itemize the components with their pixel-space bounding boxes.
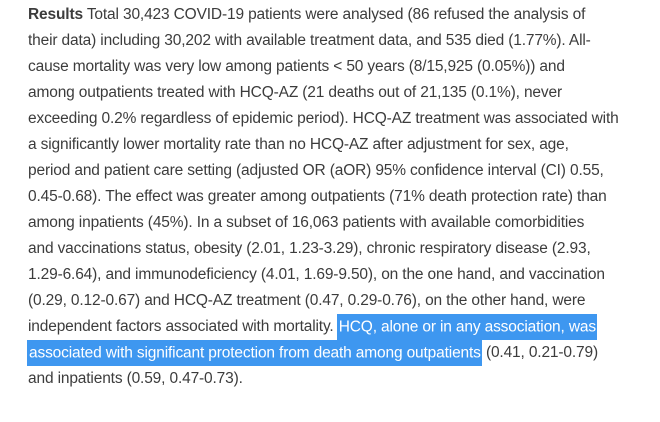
text-segment: period and patient care setting (adjuste… (28, 162, 604, 179)
text-line: 1.29-6.64), and immunodeficiency (4.01, … (28, 262, 656, 288)
text-segment: cause mortality was very low among patie… (28, 58, 565, 75)
text-segment: Total 30,423 COVID-19 patients were anal… (82, 6, 586, 23)
text-segment: and vaccinations status, obesity (2.01, … (28, 240, 591, 257)
text-line: associated with significant protection f… (27, 339, 656, 366)
text-segment: and inpatients (0.59, 0.47-0.73). (28, 370, 243, 387)
text-segment: (0.29, 0.12-0.67) and HCQ-AZ treatment (… (28, 292, 586, 309)
text-segment: (0.41, 0.21-0.79) (481, 344, 598, 361)
text-line: exceeding 0.2% regardless of epidemic pe… (28, 106, 656, 132)
text-segment: independent factors associated with mort… (28, 318, 338, 335)
text-segment: their data) including 30,202 with availa… (28, 32, 591, 49)
highlighted-text: HCQ, alone or in any association, was (336, 313, 597, 340)
text-line: among outpatients treated with HCQ-AZ (2… (28, 80, 656, 106)
text-line: a significantly lower mortality rate tha… (28, 132, 656, 158)
text-segment: among inpatients (45%). In a subset of 1… (28, 214, 585, 231)
text-line: cause mortality was very low among patie… (28, 54, 656, 80)
text-line: among inpatients (45%). In a subset of 1… (28, 210, 656, 236)
text-line: 0.45-0.68). The effect was greater among… (28, 184, 656, 210)
text-segment: among outpatients treated with HCQ-AZ (2… (28, 84, 562, 101)
text-segment: 0.45-0.68). The effect was greater among… (28, 188, 607, 205)
text-line: (0.29, 0.12-0.67) and HCQ-AZ treatment (… (28, 288, 656, 314)
text-line: and vaccinations status, obesity (2.01, … (28, 236, 656, 262)
highlighted-text: associated with significant protection f… (27, 339, 482, 366)
text-line: period and patient care setting (adjuste… (28, 158, 656, 184)
text-line: and inpatients (0.59, 0.47-0.73). (28, 366, 656, 392)
text-line: independent factors associated with mort… (28, 313, 656, 340)
text-line: Results Total 30,423 COVID-19 patients w… (28, 2, 656, 28)
text-segment: exceeding 0.2% regardless of epidemic pe… (28, 110, 619, 127)
text-segment: a significantly lower mortality rate tha… (28, 136, 569, 153)
text-line: their data) including 30,202 with availa… (28, 28, 656, 54)
text-segment: 1.29-6.64), and immunodeficiency (4.01, … (28, 266, 605, 283)
section-label: Results (28, 6, 83, 23)
